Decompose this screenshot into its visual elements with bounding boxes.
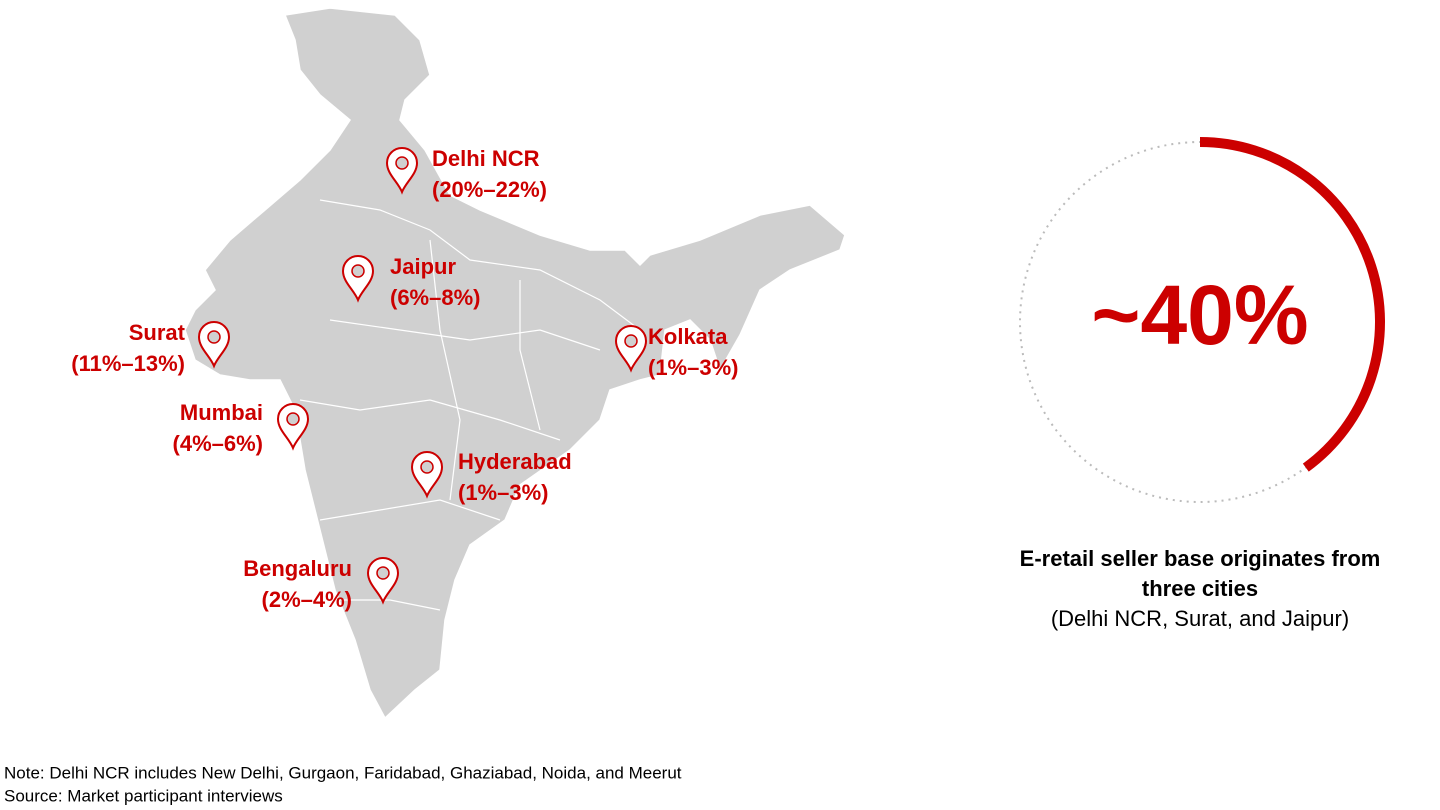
pin-outline [197, 321, 231, 369]
source: Source: Market participant interviews [4, 786, 283, 805]
pin-dot [376, 566, 390, 580]
city-name: Delhi NCR [432, 146, 540, 171]
caption-detail: (Delhi NCR, Surat, and Jaipur) [1051, 606, 1349, 631]
city-share: (4%–6%) [173, 431, 263, 456]
pin-outline [366, 557, 400, 605]
location-pin [341, 255, 375, 303]
pin-outline [385, 147, 419, 195]
caption-title: three cities [1142, 576, 1258, 601]
caption-title: E-retail seller base originates from [1020, 546, 1381, 571]
pin-dot [286, 412, 300, 426]
city-name: Mumbai [180, 400, 263, 425]
location-pin [366, 557, 400, 605]
pin-dot [420, 460, 434, 474]
city-share: (11%–13%) [71, 351, 185, 376]
city-share: (6%–8%) [390, 285, 480, 310]
city-share: (1%–3%) [648, 355, 738, 380]
pin-outline [341, 255, 375, 303]
location-pin [276, 403, 310, 451]
city-name: Jaipur [390, 254, 456, 279]
pin-dot [624, 334, 638, 348]
pin-dot [351, 264, 365, 278]
city-name: Kolkata [648, 324, 728, 349]
highlight-value: ~40% [1091, 268, 1308, 362]
pin-dot [395, 156, 409, 170]
city-name: Bengaluru [243, 556, 352, 581]
location-pin [385, 147, 419, 195]
city-name: Hyderabad [458, 449, 572, 474]
pin-outline [614, 325, 648, 373]
location-pin [197, 321, 231, 369]
city-share: (1%–3%) [458, 480, 548, 505]
pin-outline [276, 403, 310, 451]
city-share: (2%–4%) [262, 587, 352, 612]
location-pin [614, 325, 648, 373]
pin-dot [207, 330, 221, 344]
india-map [184, 7, 846, 720]
share-arc [1199, 137, 1385, 472]
city-name: Surat [129, 320, 186, 345]
city-share: (20%–22%) [432, 177, 547, 202]
note: Note: Delhi NCR includes New Delhi, Gurg… [4, 763, 682, 782]
location-pin [410, 451, 444, 499]
state-borders [299, 199, 641, 611]
pin-outline [410, 451, 444, 499]
